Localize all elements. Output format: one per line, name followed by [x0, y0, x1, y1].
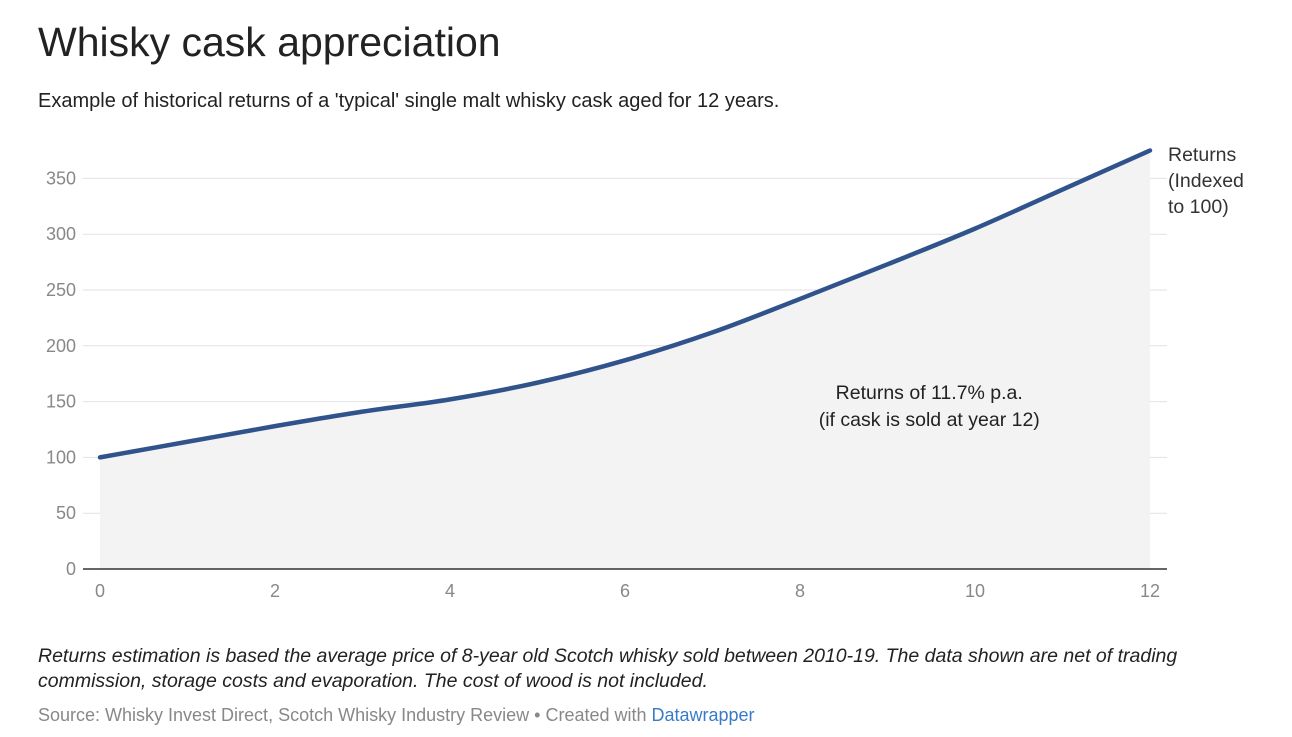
- area-fill: [100, 150, 1150, 569]
- x-tick-labels: 0 2 4 6 8 10 12: [95, 581, 1160, 601]
- y-tick-label: 350: [46, 168, 76, 188]
- x-tick-label: 6: [620, 581, 630, 601]
- chart-area: 0 50 100 150 200 250 300 350 0 2 4 6 8 10 12 Returns (…: [46, 144, 1244, 601]
- y-tick-label: 150: [46, 392, 76, 412]
- footnote: Returns estimation is based the average …: [38, 645, 1178, 692]
- y-tick-label: 50: [56, 503, 76, 523]
- annotation-line: (if cask is sold at year 12): [819, 409, 1040, 431]
- datawrapper-link[interactable]: Datawrapper: [651, 705, 755, 725]
- chart-title: Whisky cask appreciation: [38, 19, 501, 65]
- x-tick-label: 8: [795, 581, 805, 601]
- x-tick-label: 0: [95, 581, 105, 601]
- y-tick-label: 0: [66, 559, 76, 579]
- series-line-layer: [97, 148, 1153, 460]
- x-tick-label: 2: [270, 581, 280, 601]
- source-text: Source: Whisky Invest Direct, Scotch Whi…: [38, 705, 652, 725]
- source-line: Source: Whisky Invest Direct, Scotch Whi…: [38, 703, 755, 727]
- series-label: Returns (Indexed to 100): [1168, 144, 1244, 218]
- series-label-line: to 100): [1168, 196, 1229, 218]
- series-line: [97, 148, 1153, 460]
- area-fill-layer: [100, 150, 1150, 569]
- series-label-line: (Indexed: [1168, 170, 1244, 192]
- x-tick-label: 10: [965, 581, 985, 601]
- x-tick-label: 4: [445, 581, 455, 601]
- y-tick-label: 200: [46, 336, 76, 356]
- y-tick-label: 300: [46, 224, 76, 244]
- y-tick-labels: 0 50 100 150 200 250 300 350: [46, 168, 76, 579]
- series-label-line: Returns: [1168, 144, 1237, 166]
- chart-subtitle: Example of historical returns of a 'typi…: [38, 90, 780, 112]
- annotation-line: Returns of 11.7% p.a.: [836, 382, 1023, 404]
- x-tick-label: 12: [1140, 581, 1160, 601]
- y-tick-label: 250: [46, 280, 76, 300]
- y-tick-label: 100: [46, 447, 76, 467]
- annotation: Returns of 11.7% p.a. (if cask is sold at…: [819, 382, 1040, 431]
